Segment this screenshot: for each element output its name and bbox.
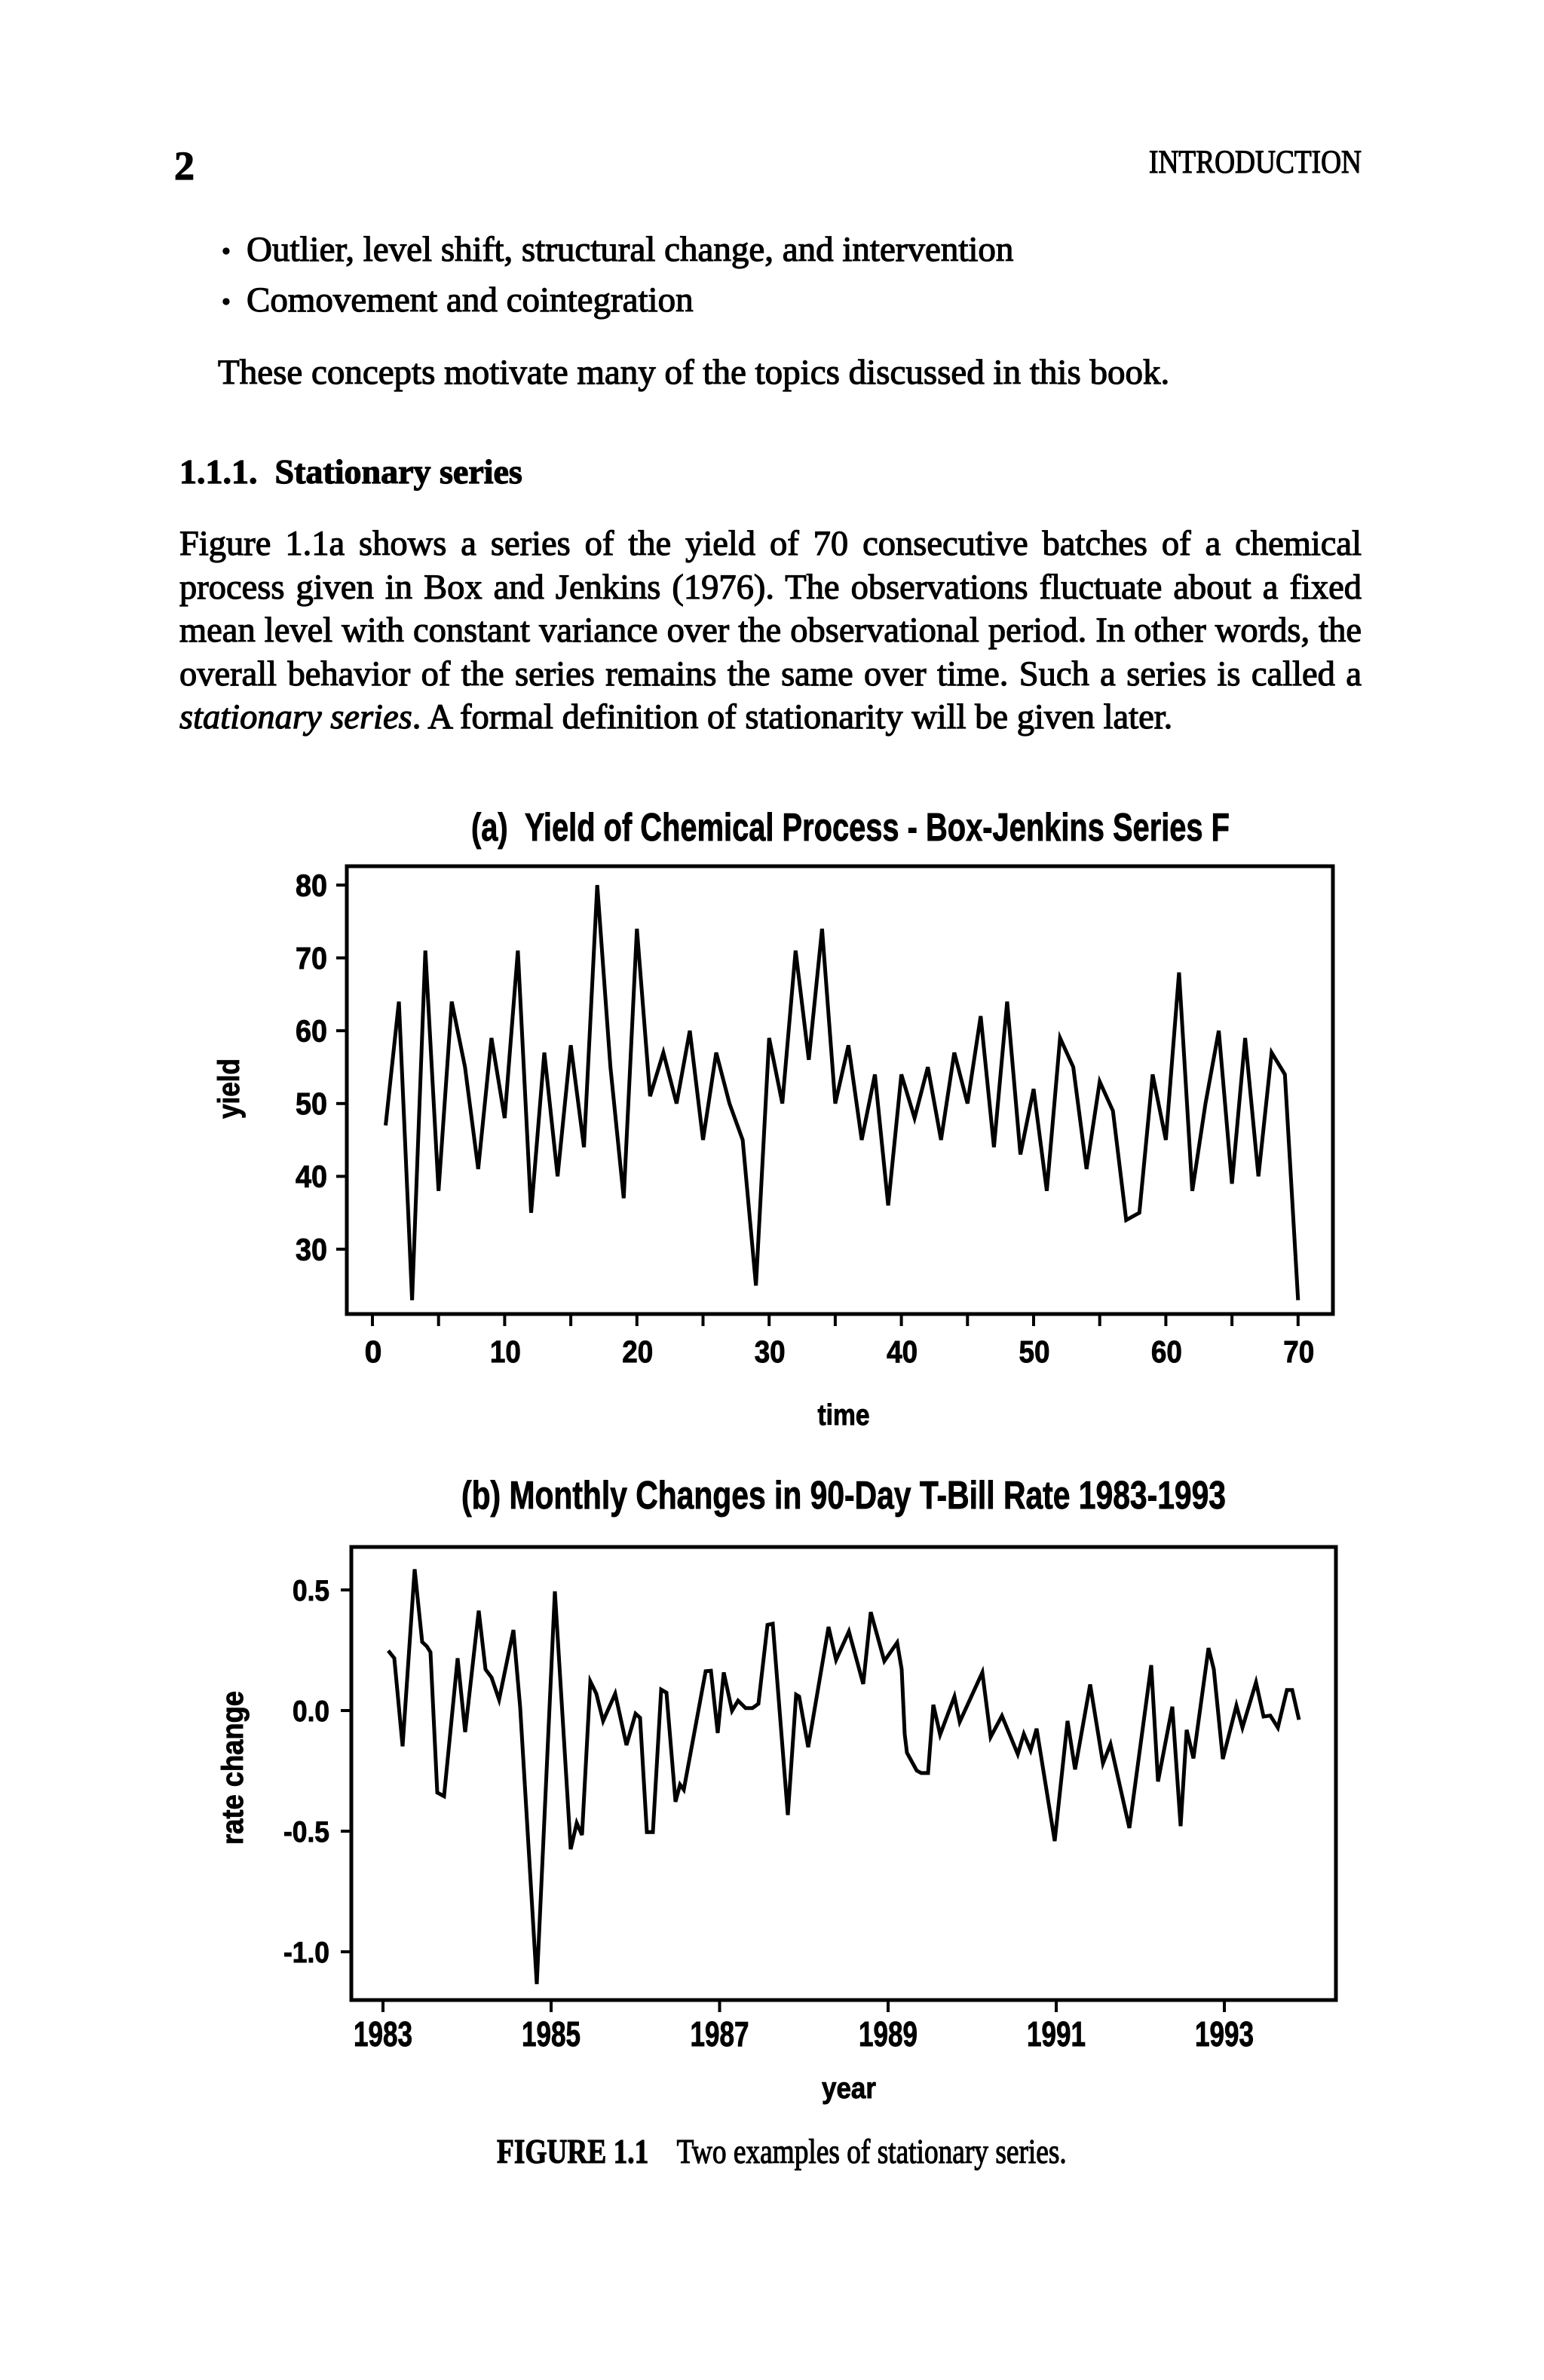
svg-text:1991: 1991 <box>1027 2014 1086 2054</box>
svg-text:1987: 1987 <box>691 2014 749 2054</box>
svg-text:1985: 1985 <box>522 2014 581 2054</box>
svg-text:yield: yield <box>213 1058 246 1119</box>
svg-text:-1.0: -1.0 <box>283 1937 329 1969</box>
svg-text:(b) Monthly Changes in 90-Day: (b) Monthly Changes in 90-Day T-Bill Rat… <box>461 1474 1226 1518</box>
svg-text:50: 50 <box>296 1086 327 1121</box>
svg-text:1989: 1989 <box>859 2014 918 2054</box>
svg-text:40: 40 <box>887 1334 918 1369</box>
svg-text:30: 30 <box>755 1334 786 1369</box>
svg-text:50: 50 <box>1019 1334 1050 1369</box>
svg-text:-0.5: -0.5 <box>283 1816 329 1849</box>
svg-text:20: 20 <box>622 1334 653 1369</box>
svg-text:rate change: rate change <box>216 1691 250 1845</box>
svg-text:year: year <box>822 2072 876 2105</box>
svg-text:70: 70 <box>296 941 327 976</box>
svg-text:60: 60 <box>296 1014 327 1049</box>
svg-text:1983: 1983 <box>354 2014 412 2054</box>
svg-text:0: 0 <box>365 1334 382 1369</box>
svg-text:0.0: 0.0 <box>293 1695 329 1728</box>
svg-text:10: 10 <box>490 1334 521 1369</box>
svg-text:0.5: 0.5 <box>293 1575 329 1607</box>
svg-text:40: 40 <box>296 1159 327 1194</box>
svg-text:70: 70 <box>1283 1334 1314 1369</box>
svg-text:1993: 1993 <box>1195 2014 1254 2054</box>
svg-text:60: 60 <box>1151 1334 1182 1369</box>
svg-text:(a) Yield of Chemical Process: (a) Yield of Chemical Process - Box-Jenk… <box>471 806 1230 850</box>
svg-text:80: 80 <box>296 868 327 903</box>
svg-text:30: 30 <box>296 1233 327 1267</box>
svg-text:time: time <box>818 1399 870 1432</box>
